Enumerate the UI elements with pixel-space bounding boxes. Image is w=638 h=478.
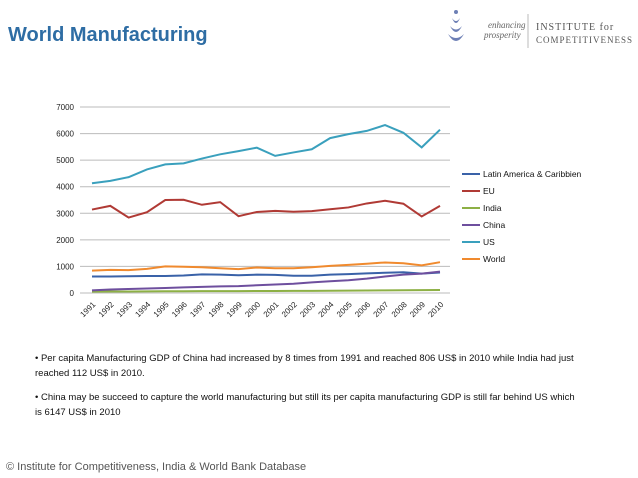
y-tick-label: 3000 [56,209,74,218]
x-tick-label: 1993 [115,300,134,319]
x-tick-label: 1996 [170,300,189,319]
y-tick-label: 5000 [56,156,74,165]
x-tick-label: 2004 [317,300,336,319]
institute-logo: enhancing prosperity INSTITUTE for COMPE… [448,10,633,48]
x-tick-label: 2007 [372,300,391,319]
x-tick-label: 1994 [133,300,152,319]
y-tick-label: 2000 [56,236,74,245]
series-line-latin-america-caribbien [92,271,441,278]
x-tick-label: 2001 [262,300,281,319]
series-line-china [91,270,441,292]
x-tick-label: 1992 [97,300,116,319]
x-tick-label: 1999 [225,300,244,319]
series-line-india [91,289,441,293]
series-line-world [91,261,441,272]
y-tick-label: 4000 [56,183,74,192]
x-tick-label: 1998 [207,300,226,319]
legend-label: World [483,254,505,264]
x-tick-label: 2008 [390,300,409,319]
footer-source: © Institute for Competitiveness, India &… [6,461,307,473]
legend-label: EU [483,186,495,196]
y-tick-label: 1000 [56,262,74,271]
x-tick-label: 2006 [353,300,372,319]
x-tick-label: 1991 [78,300,97,319]
legend-label: Latin America & Caribbien [483,169,582,179]
y-tick-label: 6000 [56,130,74,139]
bullet-us: • China may be succeed to capture the wo… [35,392,575,418]
page-title: World Manufacturing [8,24,208,46]
y-tick-label: 7000 [56,103,74,112]
logo-tagline-1: enhancing [488,20,526,30]
bullet-china-india: • Per capita Manufacturing GDP of China … [35,353,574,379]
x-tick-label: 2003 [298,300,317,319]
x-tick-label: 2002 [280,300,299,319]
series-line-us [91,124,441,185]
x-tick-label: 2005 [335,300,354,319]
x-tick-label: 1995 [152,300,171,319]
x-tick-label: 1997 [188,300,207,319]
series-line-eu [91,198,441,219]
y-tick-label: 0 [70,289,75,298]
logo-tagline-2: prosperity [483,30,521,40]
x-tick-label: 2009 [408,300,427,319]
logo-name-1: INSTITUTE for [536,22,614,33]
logo-name-2: COMPETITIVENESS [536,35,633,45]
x-tick-label: 2000 [243,300,262,319]
x-tick-label: 2010 [426,300,445,319]
legend-label: India [483,203,502,213]
legend-label: China [483,220,505,230]
legend-label: US [483,237,495,247]
